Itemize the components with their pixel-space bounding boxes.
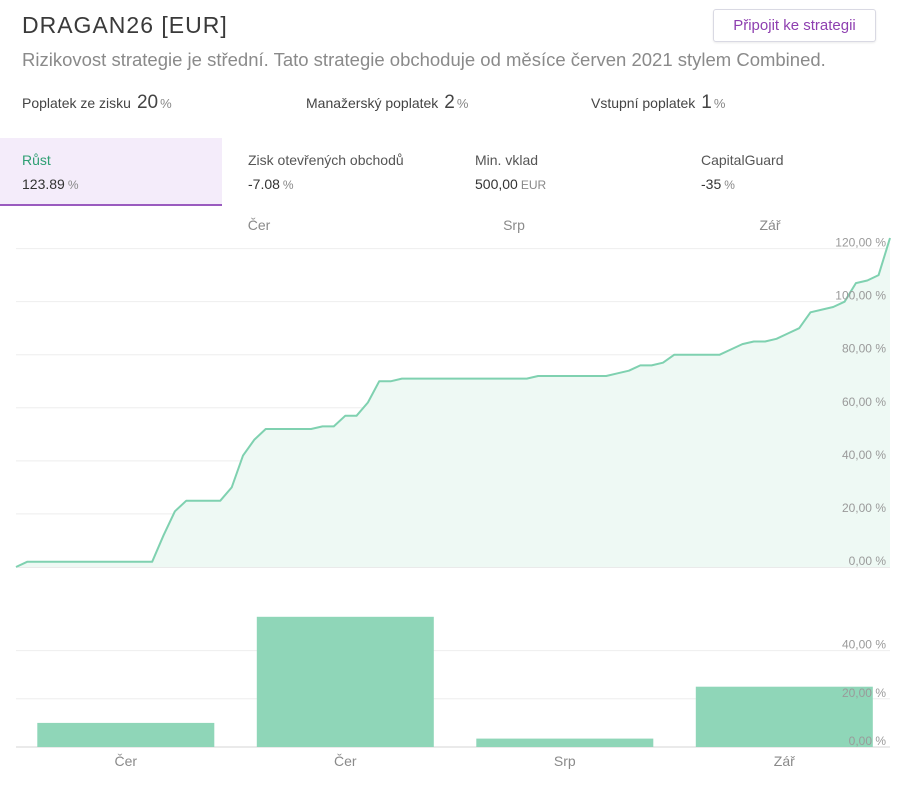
bar-y-tick-label: 40,00 % bbox=[842, 638, 886, 652]
fee-label: Manažerský poplatek bbox=[306, 95, 439, 111]
fee-unit: % bbox=[713, 96, 726, 111]
fees-row: Poplatek ze zisku 20% Manažerský poplatek… bbox=[0, 92, 900, 118]
area-y-tick-label: 40,00 % bbox=[842, 448, 886, 462]
area-y-tick-label: 60,00 % bbox=[842, 395, 886, 409]
bar bbox=[695, 686, 873, 747]
tab-open-trades-profit[interactable]: Zisk otevřených obchodů -7.08% bbox=[222, 138, 448, 206]
strategy-description: Rizikovost strategie je střední. Tato st… bbox=[22, 49, 826, 70]
bar-x-label: Zář bbox=[774, 753, 795, 769]
bar-x-label: Čer bbox=[334, 753, 357, 769]
strategy-title: DRAGAN26 [EUR] bbox=[22, 12, 228, 38]
month-label: Čer bbox=[248, 217, 271, 233]
area-y-tick-label: 20,00 % bbox=[842, 501, 886, 515]
tab-capital-guard[interactable]: CapitalGuard -35% bbox=[674, 138, 900, 206]
growth-series-line bbox=[15, 237, 891, 568]
bar bbox=[256, 616, 434, 747]
tab-min-deposit[interactable]: Min. vklad 500,00 EUR bbox=[448, 138, 674, 206]
area-y-tick-label: 120,00 % bbox=[835, 236, 886, 250]
stat-value: 500,00 bbox=[475, 176, 518, 192]
month-label: Zář bbox=[760, 217, 781, 233]
fee-value: 1 bbox=[701, 92, 712, 113]
fee-entry: Vstupní poplatek 1% bbox=[591, 92, 725, 114]
fee-unit: % bbox=[456, 96, 469, 111]
stat-unit: % bbox=[67, 178, 79, 192]
fee-unit: % bbox=[160, 96, 172, 111]
stat-value: -35 bbox=[701, 176, 722, 192]
stat-value: 123.89 bbox=[22, 176, 65, 192]
stat-label: Růst bbox=[22, 152, 51, 168]
area-y-tick-label: 100,00 % bbox=[835, 289, 886, 303]
bar-x-label: Srp bbox=[554, 753, 576, 769]
fee-value: 20 bbox=[136, 92, 159, 113]
fee-value: 2 bbox=[444, 92, 455, 113]
stat-label: Min. vklad bbox=[475, 152, 539, 168]
area-y-tick-label: 80,00 % bbox=[842, 342, 886, 356]
stat-unit: EUR bbox=[520, 178, 547, 192]
stat-unit: % bbox=[724, 178, 735, 192]
fee-management: Manažerský poplatek 2% bbox=[306, 92, 468, 114]
bar bbox=[37, 722, 215, 747]
stats-tabs: Růst 123.89% Zisk otevřených obchodů -7.… bbox=[0, 138, 900, 206]
stat-label: CapitalGuard bbox=[701, 152, 784, 168]
tab-growth[interactable]: Růst 123.89% bbox=[0, 138, 222, 206]
fee-profit: Poplatek ze zisku 20% bbox=[22, 92, 172, 114]
stat-label: Zisk otevřených obchodů bbox=[248, 152, 404, 168]
join-strategy-button[interactable]: Připojit ke strategii bbox=[713, 9, 876, 42]
bar-y-tick-label: 0,00 % bbox=[849, 734, 887, 748]
stat-value: -7.08 bbox=[248, 176, 280, 192]
area-y-tick-label: 0,00 % bbox=[849, 554, 887, 568]
bar-y-tick-label: 20,00 % bbox=[842, 686, 886, 700]
fee-label: Vstupní poplatek bbox=[591, 95, 696, 111]
bar bbox=[476, 738, 654, 747]
fee-label: Poplatek ze zisku bbox=[22, 95, 131, 111]
month-label: Srp bbox=[503, 217, 525, 233]
stat-unit: % bbox=[282, 178, 294, 192]
bar-x-label: Čer bbox=[115, 753, 138, 769]
growth-area-fill bbox=[16, 238, 890, 567]
